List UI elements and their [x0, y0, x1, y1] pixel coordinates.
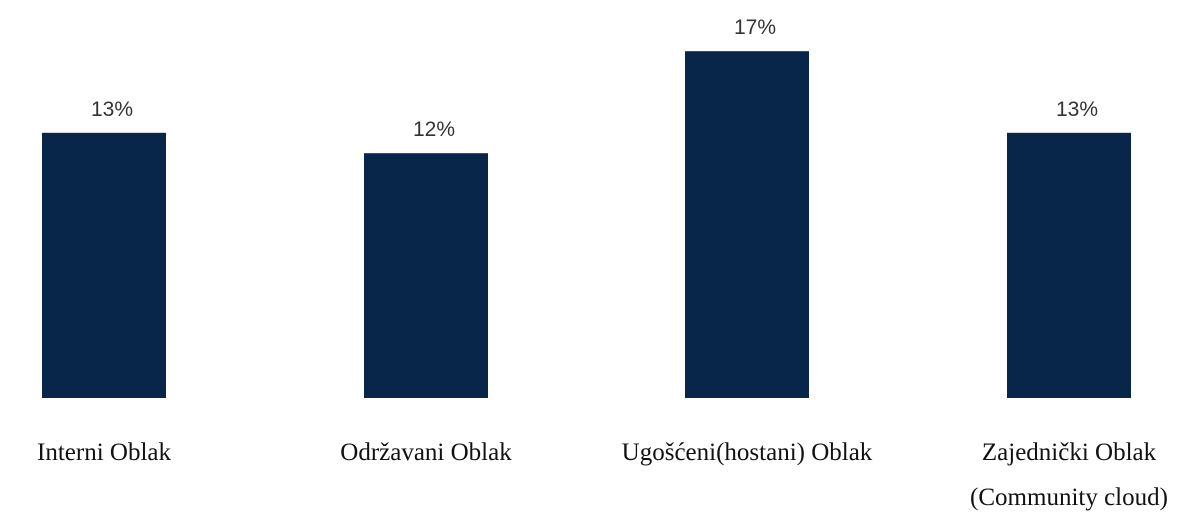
- category-label-line: Zajednički Oblak: [982, 439, 1157, 466]
- value-label-2: 12%: [413, 118, 455, 141]
- bar-1: [42, 132, 166, 399]
- bar-4: [1007, 132, 1131, 399]
- category-label-line: Održavani Oblak: [340, 439, 512, 466]
- value-label-4: 13%: [1056, 98, 1098, 121]
- category-labels-group: Interni Oblak Održavani Oblak Ugošćeni(hos…: [37, 439, 1168, 511]
- value-label-3: 17%: [734, 16, 776, 39]
- bar-3: [685, 51, 809, 398]
- value-label-1: 13%: [91, 98, 133, 121]
- category-label-line: (Community cloud): [970, 484, 1168, 511]
- category-label-2: Održavani Oblak: [340, 439, 512, 466]
- category-label-3: Ugošćeni(hostani) Oblak: [622, 439, 873, 466]
- bars-group: [42, 51, 1131, 399]
- value-labels-group: 13% 12% 17% 13%: [91, 16, 1098, 141]
- bar-2: [364, 153, 488, 398]
- category-label-4: Zajednički Oblak (Community cloud): [970, 439, 1168, 511]
- category-label-line: Interni Oblak: [37, 439, 171, 466]
- category-label-line: Ugošćeni(hostani) Oblak: [622, 439, 873, 466]
- category-label-1: Interni Oblak: [37, 439, 171, 466]
